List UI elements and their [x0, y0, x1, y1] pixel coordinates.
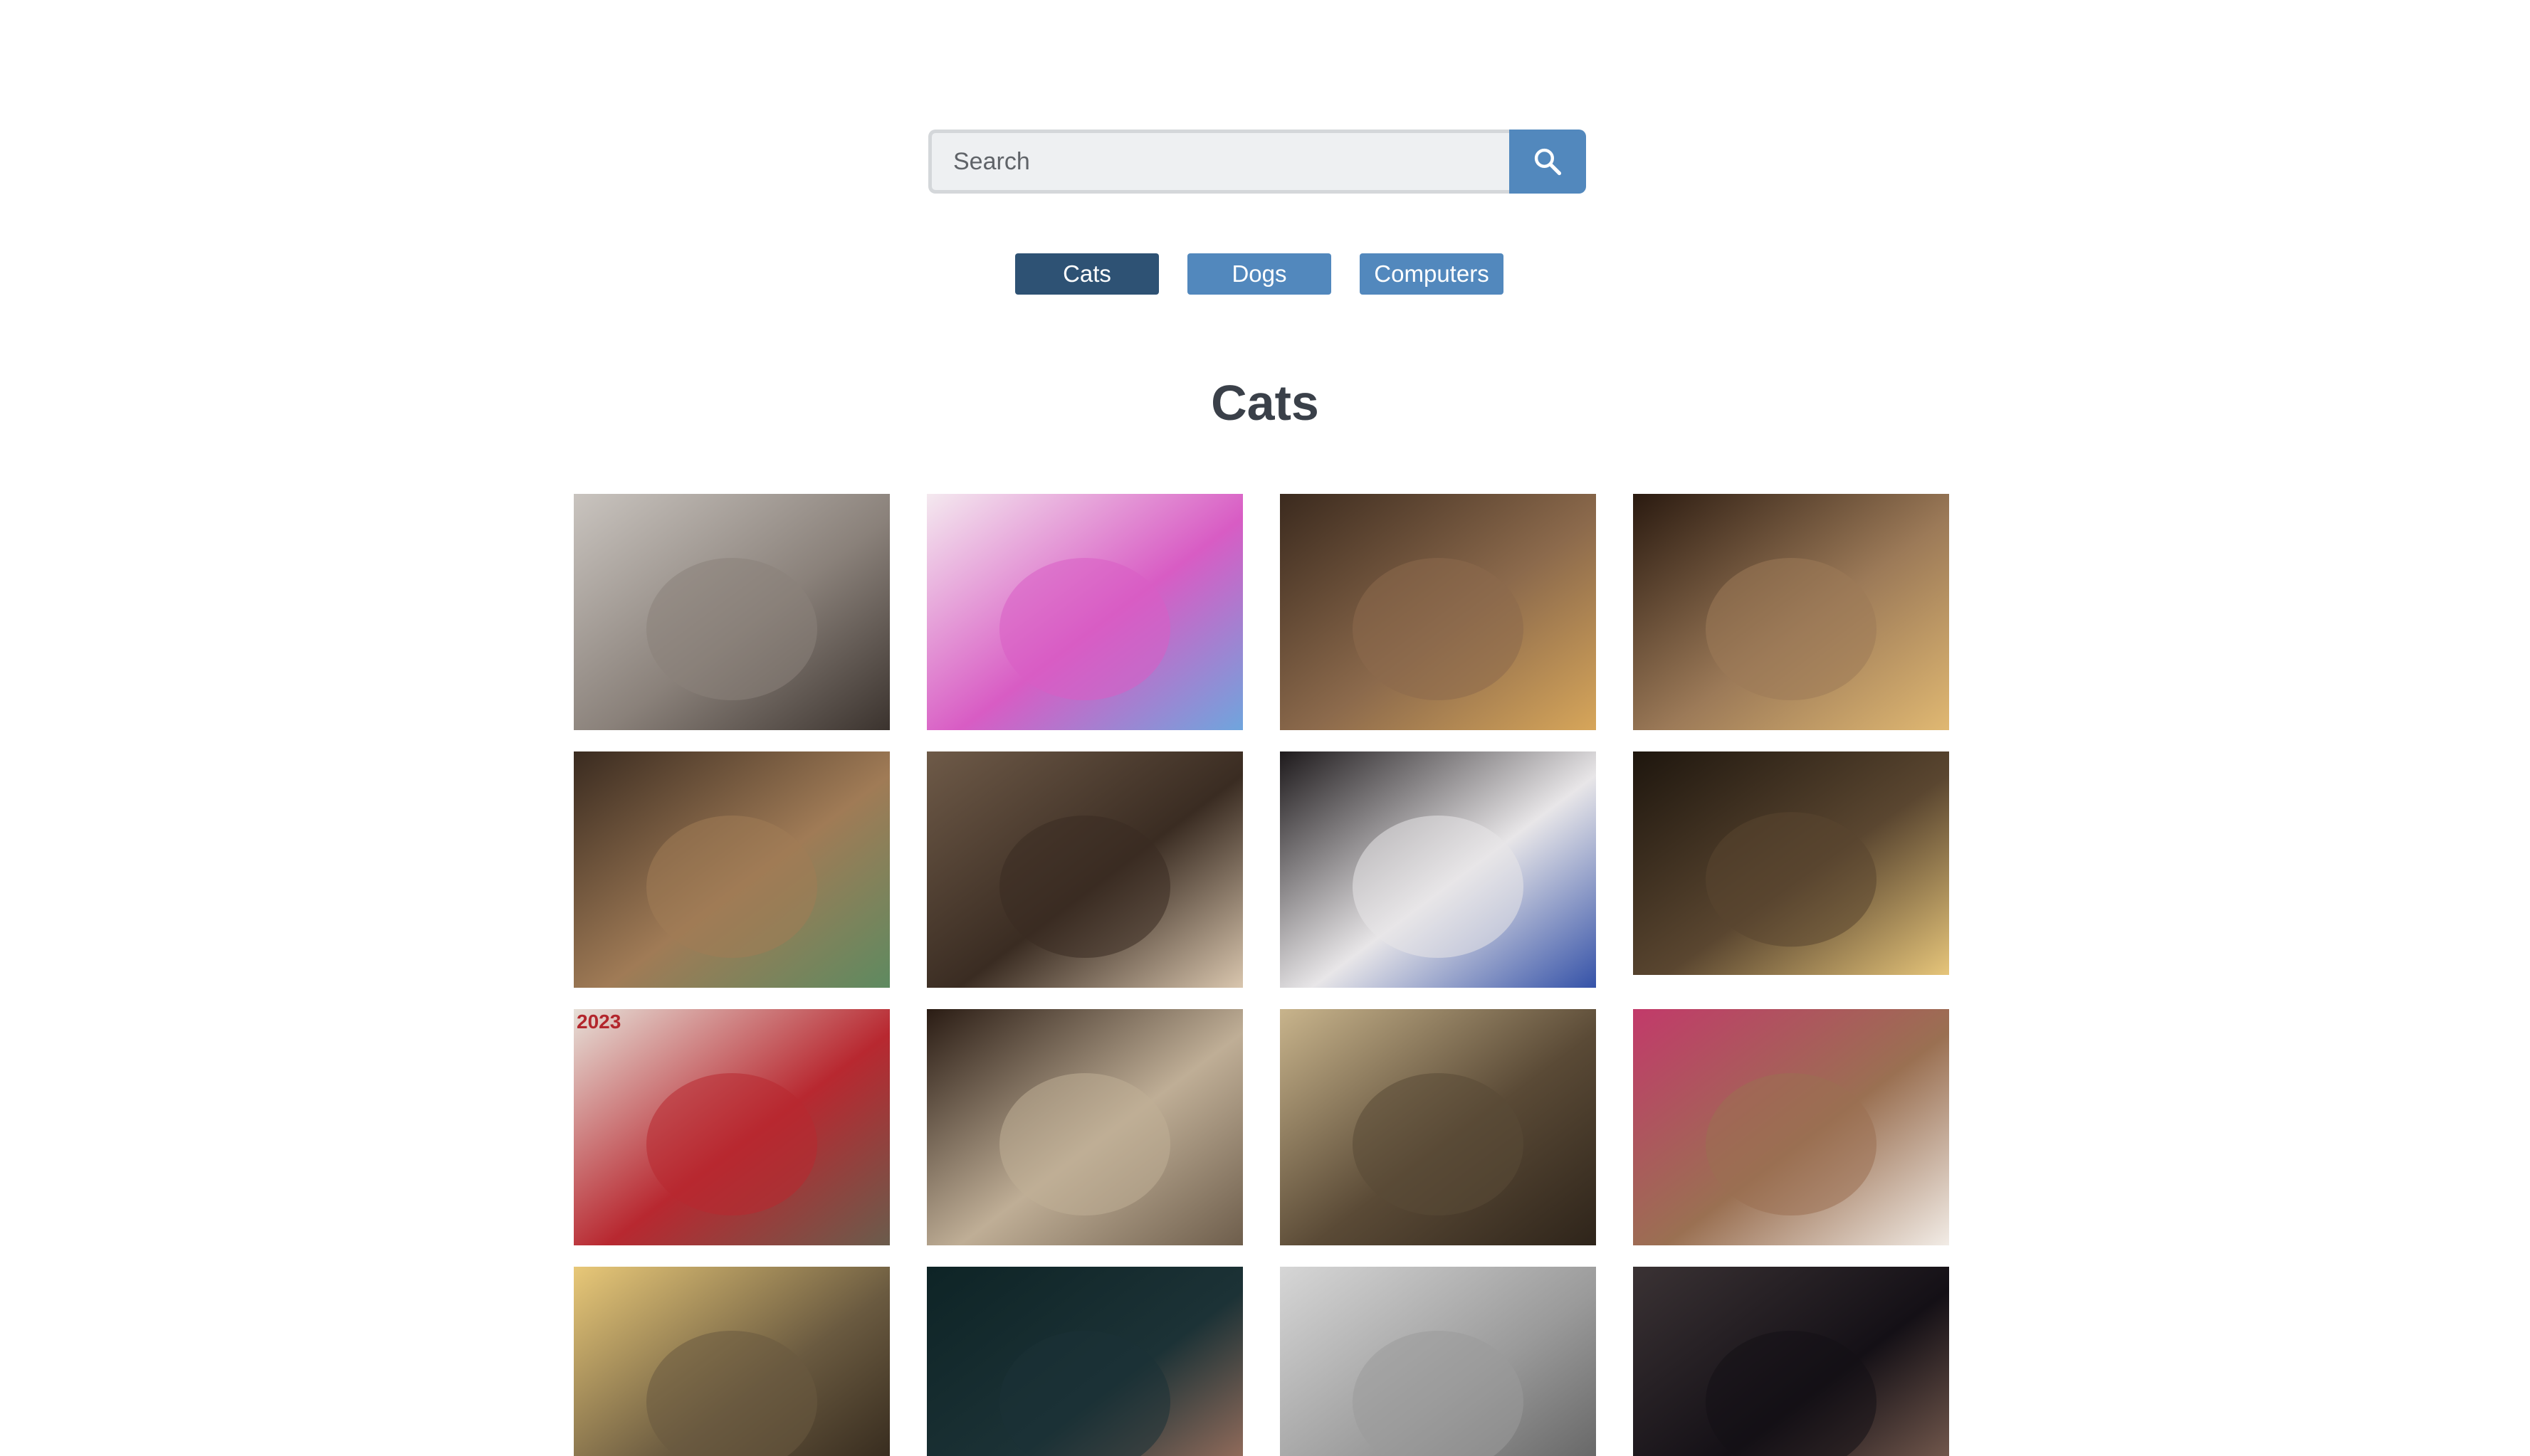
photo-gallery: 2023 — [574, 494, 1952, 1456]
search-form — [928, 130, 1586, 194]
gallery-photo[interactable] — [1280, 494, 1596, 730]
photo-image — [1280, 1267, 1596, 1456]
photo-image — [1280, 1009, 1596, 1245]
photo-image — [1633, 1009, 1949, 1245]
category-computers-button[interactable]: Computers — [1360, 253, 1503, 295]
gallery-photo[interactable] — [1633, 1267, 1949, 1456]
gallery-photo[interactable] — [927, 494, 1243, 730]
photo-image — [927, 1267, 1243, 1456]
gallery-photo[interactable]: 2023 — [574, 1009, 890, 1245]
category-cats-button[interactable]: Cats — [1015, 253, 1159, 295]
search-button[interactable] — [1509, 130, 1586, 194]
photo-image — [927, 1009, 1243, 1245]
photo-image — [927, 751, 1243, 988]
photo-caption: 2023 — [577, 1011, 621, 1033]
photo-image — [1633, 1267, 1949, 1456]
photo-image — [1633, 494, 1949, 730]
gallery-photo[interactable] — [927, 1009, 1243, 1245]
gallery-photo[interactable] — [1280, 751, 1596, 988]
photo-image — [1633, 751, 1949, 975]
photo-image — [1280, 494, 1596, 730]
gallery-photo[interactable] — [927, 1267, 1243, 1456]
gallery-photo[interactable] — [1280, 1267, 1596, 1456]
section-title: Cats — [1211, 375, 1319, 431]
gallery-photo[interactable] — [1633, 751, 1949, 975]
gallery-photo[interactable] — [1633, 494, 1949, 730]
category-buttons: Cats Dogs Computers — [1015, 253, 1503, 295]
category-dogs-button[interactable]: Dogs — [1187, 253, 1331, 295]
search-input[interactable] — [928, 130, 1509, 194]
gallery-photo[interactable] — [1280, 1009, 1596, 1245]
photo-image — [927, 494, 1243, 730]
gallery-photo[interactable] — [574, 494, 890, 730]
photo-image — [574, 1009, 890, 1245]
search-icon — [1534, 148, 1562, 176]
photo-image — [574, 494, 890, 730]
gallery-photo[interactable] — [1633, 1009, 1949, 1245]
photo-image — [574, 751, 890, 988]
gallery-photo[interactable] — [574, 1267, 890, 1456]
photo-image — [574, 1267, 890, 1456]
gallery-photo[interactable] — [927, 751, 1243, 988]
photo-image — [1280, 751, 1596, 988]
gallery-photo[interactable] — [574, 751, 890, 988]
